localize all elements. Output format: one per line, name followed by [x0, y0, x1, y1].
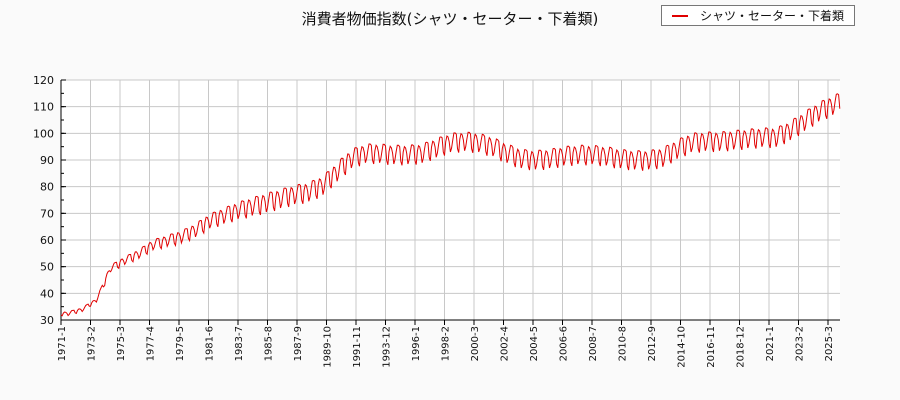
x-tick-label: 1975-3	[116, 326, 127, 361]
y-tick-label: 80	[40, 181, 54, 194]
x-tick-label: 2006-6	[559, 326, 570, 361]
y-tick-label: 120	[33, 74, 54, 87]
x-tick-label: 1993-12	[382, 326, 393, 368]
x-tick-label: 2012-9	[647, 326, 658, 361]
y-tick-label: 60	[40, 234, 54, 247]
plot-area	[61, 80, 840, 320]
chart-title: 消費者物価指数(シャツ・セーター・下着類)	[301, 10, 599, 28]
x-tick-label: 2018-12	[736, 326, 747, 368]
x-tick-label: 1985-8	[264, 326, 275, 361]
x-tick-label: 2023-2	[795, 326, 806, 361]
x-tick-label: 2025-3	[824, 326, 835, 361]
y-tick-label: 40	[40, 287, 54, 300]
x-tick-label: 1989-10	[323, 326, 334, 368]
legend-label: シャツ・セーター・下着類	[700, 9, 845, 23]
x-tick-label: 2008-7	[588, 326, 599, 361]
x-tick-label: 2021-1	[765, 326, 776, 361]
legend-swatch	[672, 14, 688, 17]
y-tick-label: 30	[40, 314, 54, 327]
x-tick-label: 2000-3	[470, 326, 481, 361]
y-tick-label: 100	[33, 127, 54, 140]
x-tick-label: 1971-1	[57, 326, 68, 361]
y-tick-label: 110	[33, 101, 54, 114]
x-tick-label: 2014-10	[677, 326, 688, 368]
x-tick-label: 1979-5	[175, 326, 186, 361]
x-tick-label: 1996-1	[411, 326, 422, 361]
x-tick-label: 2016-11	[706, 326, 717, 368]
legend: シャツ・セーター・下着類	[661, 5, 855, 26]
x-tick-label: 1991-11	[352, 326, 363, 368]
x-tick-label: 1983-7	[234, 326, 245, 361]
y-tick-label: 90	[40, 154, 54, 167]
x-tick-label: 2002-4	[500, 326, 511, 361]
x-tick-label: 2010-8	[618, 326, 629, 361]
x-tick-label: 2004-5	[529, 326, 540, 361]
y-tick-label: 70	[40, 207, 54, 220]
series-line	[60, 93, 841, 317]
x-tick-label: 1987-9	[293, 326, 304, 361]
x-tick-label: 1973-2	[87, 326, 98, 361]
x-tick-label: 1981-6	[205, 326, 216, 361]
y-tick-label: 50	[40, 261, 54, 274]
x-tick-label: 1998-2	[441, 326, 452, 361]
x-tick-label: 1977-4	[146, 326, 157, 361]
